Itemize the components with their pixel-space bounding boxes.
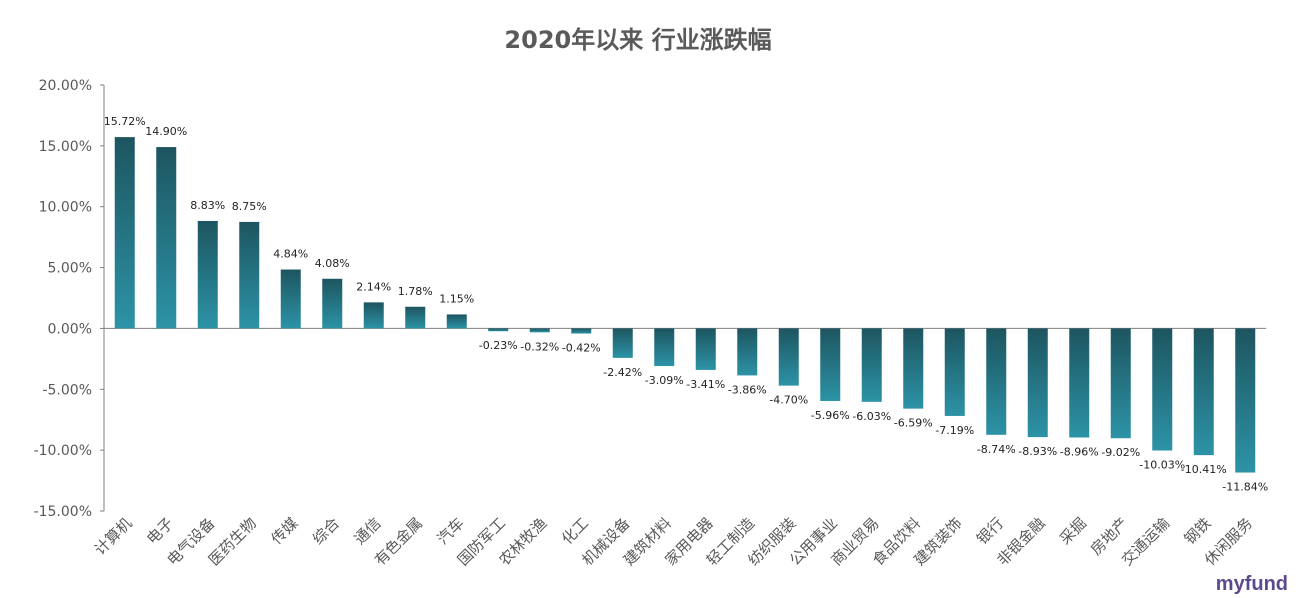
x-tick-label: 汽车 xyxy=(434,514,468,548)
bar xyxy=(1193,328,1214,456)
x-tick-label: 通信 xyxy=(351,514,385,548)
data-label: 4.84% xyxy=(273,248,308,261)
bar xyxy=(903,328,924,409)
data-label: -10.03% xyxy=(1139,459,1185,472)
x-tick-label: 综合 xyxy=(309,514,343,548)
y-tick-label: 0.00% xyxy=(48,321,92,337)
y-tick-label: -5.00% xyxy=(42,382,92,398)
bar xyxy=(1235,328,1256,473)
bar xyxy=(322,278,343,329)
axes: 20.00% 15.00% 10.00% 5.00% 0.00% -5.00% -10.00… xyxy=(34,78,1266,520)
bar xyxy=(820,328,841,401)
x-tick-label: 传媒 xyxy=(268,514,302,548)
data-label: -0.32% xyxy=(520,340,559,353)
y-tick-label: 15.00% xyxy=(39,139,92,155)
data-label: -6.03% xyxy=(852,410,891,423)
data-label: -3.41% xyxy=(686,378,725,391)
data-label: -0.23% xyxy=(479,339,518,352)
bar xyxy=(156,147,177,329)
data-label: 8.83% xyxy=(190,199,225,212)
x-tick-label: 采掘 xyxy=(1056,514,1090,548)
data-label: -10.41% xyxy=(1181,463,1227,476)
data-label: -3.86% xyxy=(728,383,767,396)
data-label: -3.09% xyxy=(645,374,684,387)
data-label: -11.84% xyxy=(1222,481,1268,494)
bars xyxy=(114,137,1256,473)
x-tick-label: 银行 xyxy=(973,514,1007,548)
data-label: 1.78% xyxy=(398,285,433,298)
data-label: -9.02% xyxy=(1101,446,1140,459)
bar xyxy=(612,328,633,358)
bar xyxy=(1152,328,1173,451)
data-label: -4.70% xyxy=(769,394,808,407)
data-label: 14.90% xyxy=(145,125,187,138)
data-label: -5.96% xyxy=(811,409,850,422)
bar xyxy=(529,328,550,333)
bar xyxy=(778,328,799,386)
y-tick-label: 10.00% xyxy=(39,200,92,216)
data-label: -7.19% xyxy=(935,424,974,437)
x-tick-label: 化工 xyxy=(558,514,592,548)
data-label: -0.42% xyxy=(562,342,601,355)
bar xyxy=(197,220,218,329)
data-label: -2.42% xyxy=(603,366,642,379)
bar xyxy=(114,137,135,329)
bar xyxy=(239,221,260,329)
data-label: -6.59% xyxy=(894,417,933,430)
x-tick-label: 钢铁 xyxy=(1181,514,1215,548)
watermark-logo: myfund xyxy=(1215,573,1288,595)
bar xyxy=(571,328,592,334)
data-label: 4.08% xyxy=(315,257,350,270)
x-tick-label: 电子 xyxy=(143,514,177,548)
bar xyxy=(944,328,965,416)
bar xyxy=(737,328,758,376)
data-label: -8.96% xyxy=(1060,445,1099,458)
bar xyxy=(446,314,467,329)
y-tick-label: 5.00% xyxy=(48,261,92,277)
chart-title: 2020年以来 行业涨跌幅 xyxy=(504,26,772,54)
y-tick-label: -10.00% xyxy=(34,443,92,459)
x-tick-label: 计算机 xyxy=(91,514,136,559)
bar xyxy=(1027,328,1048,438)
bar xyxy=(1110,328,1131,439)
bar xyxy=(654,328,675,367)
bar xyxy=(280,269,301,329)
data-label: 2.14% xyxy=(356,280,391,293)
data-label: 1.15% xyxy=(439,292,474,305)
data-label: -8.74% xyxy=(977,443,1016,456)
bar xyxy=(488,328,509,332)
y-tick-label: 20.00% xyxy=(39,78,92,94)
bar xyxy=(1069,328,1090,438)
data-label: 8.75% xyxy=(232,200,267,213)
bar xyxy=(405,306,426,329)
bar xyxy=(363,302,384,329)
data-label: -8.93% xyxy=(1018,445,1057,458)
y-tick-label: -15.00% xyxy=(34,504,92,520)
bar xyxy=(861,328,882,402)
bar xyxy=(986,328,1007,435)
data-label: 15.72% xyxy=(104,115,146,128)
data-labels: 15.72%14.90% 8.83% 8.75% 4.84% 4.08% 2.14% 1.7… xyxy=(104,115,1268,493)
bar xyxy=(695,328,716,370)
